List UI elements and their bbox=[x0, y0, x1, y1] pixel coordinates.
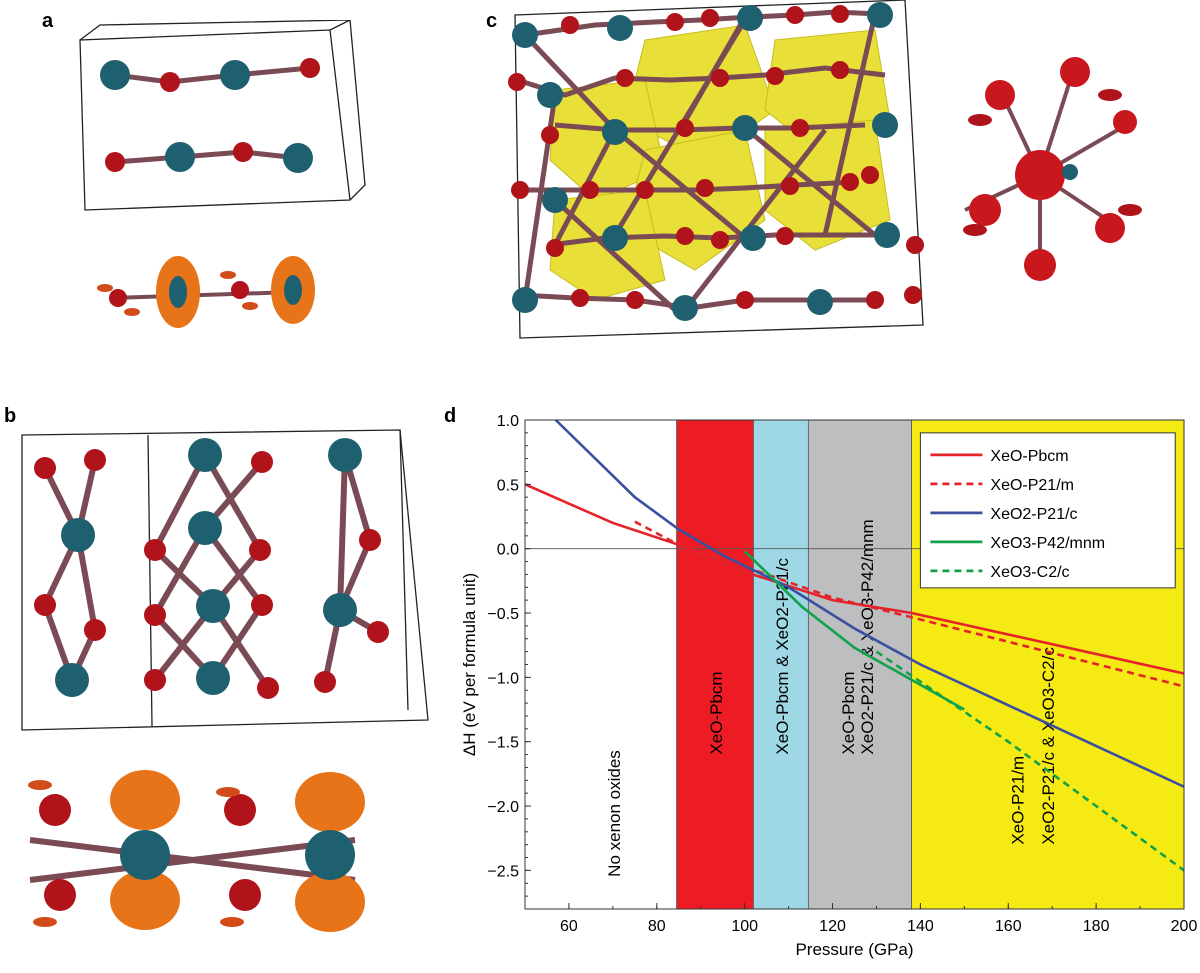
phase-region bbox=[676, 419, 754, 910]
region-label: No xenon oxides bbox=[605, 750, 624, 877]
y-axis-label: ΔH (eV per formula unit) bbox=[460, 573, 479, 756]
region-label-part: XeO-Pbcm bbox=[707, 671, 726, 754]
xenon-atom bbox=[196, 589, 230, 623]
region-label-part: XeO-P21/m bbox=[1008, 756, 1027, 845]
oxygen-atom bbox=[359, 529, 381, 551]
legend-label: XeO-P21/m bbox=[990, 477, 1074, 494]
region-label: XeO-Pbcm bbox=[707, 671, 726, 754]
elf-isosurface-a bbox=[97, 256, 315, 328]
oxygen-atom bbox=[34, 457, 56, 479]
oxygen-atoms bbox=[508, 5, 924, 309]
chain-bottom bbox=[114, 149, 299, 165]
oxygen-atom bbox=[233, 142, 253, 162]
y-tick-label: −0.5 bbox=[487, 606, 519, 623]
phase-region bbox=[807, 419, 913, 910]
panel-label-a: a bbox=[42, 10, 54, 32]
y-tick-label: −1.5 bbox=[487, 735, 519, 752]
axes: 60 80 100 120 140 160 180 200 1.0 0.5 0.0 −0.5 −1.0 −… bbox=[460, 413, 1197, 959]
series-line bbox=[524, 483, 1185, 675]
panel-label-d: d bbox=[444, 405, 457, 427]
oxygen-atom bbox=[314, 671, 336, 693]
oxygen-atom bbox=[249, 539, 271, 561]
x-tick-label: 160 bbox=[995, 918, 1022, 935]
series-line bbox=[875, 650, 1185, 872]
xenon-atom bbox=[188, 438, 222, 472]
xenon-atom bbox=[283, 143, 313, 173]
legend-label: XeO2-P21/c bbox=[990, 506, 1077, 523]
elf-isosurface-b bbox=[5, 755, 365, 965]
region-label: XeO2-P21/c & XeO3-C2/c bbox=[1039, 647, 1058, 845]
legend-box bbox=[919, 432, 1176, 589]
oxygen-atom bbox=[251, 594, 273, 616]
series-line bbox=[634, 520, 1185, 688]
y-tick-label: −1.0 bbox=[487, 670, 519, 687]
legend-label: XeO3-C2/c bbox=[990, 564, 1069, 581]
oxygen-atom bbox=[300, 58, 320, 78]
region-label: XeO-Pbcm & XeO2-P21/c bbox=[773, 558, 792, 755]
xenon-atom bbox=[328, 438, 362, 472]
x-tick-label: 140 bbox=[907, 918, 934, 935]
panel-a-structure bbox=[79, 20, 366, 328]
xenon-atom bbox=[55, 663, 89, 697]
region-label-part: XeO-Pbcm & XeO2-P21/c bbox=[773, 558, 792, 755]
y-tick-label: −2.5 bbox=[487, 863, 519, 880]
panel-c-structure bbox=[508, 0, 1142, 339]
x-tick-label: 200 bbox=[1171, 918, 1198, 935]
xenon-atom bbox=[220, 60, 250, 90]
x-tick-label: 120 bbox=[819, 918, 846, 935]
chain-top bbox=[114, 65, 311, 85]
x-tick-label: 180 bbox=[1083, 918, 1110, 935]
y-tick-label: −2.0 bbox=[487, 799, 519, 816]
oxygen-atom bbox=[84, 449, 106, 471]
bonds bbox=[42, 453, 380, 690]
xenon-atom bbox=[196, 661, 230, 695]
oxygen-atom bbox=[251, 451, 273, 473]
xenon-atom bbox=[61, 518, 95, 552]
y-tick-label: 1.0 bbox=[497, 413, 519, 430]
legend-label: XeO3-P42/mnm bbox=[990, 535, 1105, 552]
oxygen-atom bbox=[160, 72, 180, 92]
legend: XeO-Pbcm XeO-P21/m XeO2-P21/c XeO3-P42/mnm X… bbox=[919, 432, 1176, 589]
region-label: XeO-P21/m bbox=[1008, 756, 1027, 845]
series-lines bbox=[524, 419, 1185, 872]
enthalpy-chart: No xenon oxides XeO-Pbcm XeO-Pbcm & XeO2-P… bbox=[460, 413, 1197, 959]
oxygen-atom bbox=[144, 669, 166, 691]
oxygen-atom bbox=[84, 619, 106, 641]
unit-cell-box bbox=[79, 20, 366, 211]
panel-label-b: b bbox=[4, 405, 17, 427]
oxygen-atom bbox=[34, 594, 56, 616]
oxygen-atom bbox=[144, 604, 166, 626]
x-axis-label: Pressure (GPa) bbox=[795, 940, 913, 959]
oxygen-atom bbox=[105, 152, 125, 172]
y-tick-label: 0.5 bbox=[497, 477, 519, 494]
region-label: XeO-Pbcm bbox=[839, 671, 858, 754]
region-label-part: XeO-Pbcm bbox=[839, 671, 858, 754]
region-label-part: XeO2-P21/c & XeO3-C2/c bbox=[1039, 647, 1058, 845]
xenon-atom bbox=[323, 593, 357, 627]
panel-label-c: c bbox=[486, 10, 498, 32]
series-line bbox=[743, 550, 965, 711]
phase-region bbox=[753, 419, 809, 910]
oxygen-atom bbox=[144, 539, 166, 561]
region-label-part: No xenon oxides bbox=[605, 750, 624, 877]
x-tick-label: 80 bbox=[648, 918, 666, 935]
oxygen-atom bbox=[367, 621, 389, 643]
oxygen-atom bbox=[257, 677, 279, 699]
panel-b-structure bbox=[5, 429, 429, 965]
xenon-atoms bbox=[512, 2, 900, 321]
unit-cell-box bbox=[514, 0, 924, 339]
y-tick-label: 0.0 bbox=[497, 542, 519, 559]
xenon-atom bbox=[188, 511, 222, 545]
xenon-atom bbox=[165, 142, 195, 172]
elf-isosurface-c bbox=[963, 57, 1142, 281]
series-line bbox=[554, 419, 1185, 788]
x-tick-label: 100 bbox=[731, 918, 758, 935]
xenon-atom bbox=[100, 60, 130, 90]
x-tick-label: 60 bbox=[560, 918, 578, 935]
legend-label: XeO-Pbcm bbox=[990, 448, 1068, 465]
